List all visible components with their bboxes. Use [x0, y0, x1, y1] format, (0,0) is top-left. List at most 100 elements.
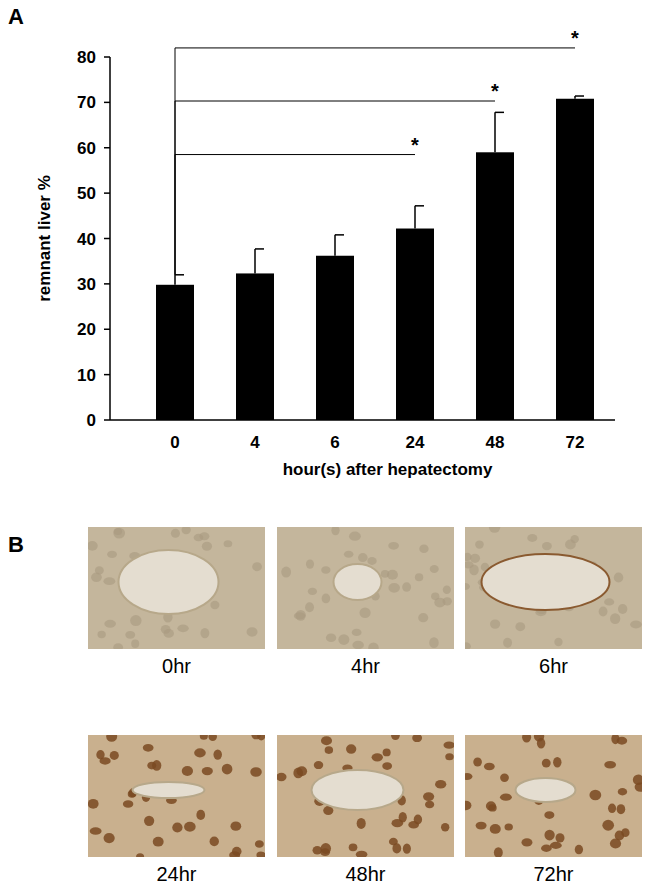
nucleus	[184, 822, 196, 832]
error-bar	[495, 112, 504, 152]
nucleus	[521, 838, 532, 846]
bracket-leg	[175, 48, 176, 275]
error-cap	[495, 112, 504, 114]
nucleus	[435, 780, 446, 789]
nucleus	[441, 823, 449, 831]
nucleus	[257, 735, 265, 740]
nucleus	[388, 542, 399, 550]
nucleus	[489, 527, 500, 533]
bar	[396, 229, 434, 420]
vessel-lumen	[334, 564, 382, 600]
panel-label: B	[8, 532, 24, 557]
micrograph-content	[88, 735, 265, 857]
nucleus	[608, 804, 616, 813]
micrograph-content	[465, 527, 642, 649]
tissue	[465, 527, 642, 649]
vessel-lumen	[516, 778, 576, 802]
panel-label: A	[8, 4, 24, 29]
nucleus	[177, 625, 188, 633]
x-tick-label: 0	[170, 433, 179, 452]
error-bar	[415, 206, 424, 229]
y-tick	[104, 192, 110, 194]
nucleus	[171, 529, 180, 538]
nucleus	[465, 642, 471, 649]
nucleus	[325, 746, 333, 754]
nucleus	[357, 818, 366, 829]
nucleus	[635, 782, 642, 791]
nucleus	[252, 562, 262, 571]
nucleus	[465, 583, 470, 590]
nucleus	[103, 577, 115, 585]
significance-bracket	[175, 101, 495, 275]
nucleus	[200, 735, 208, 740]
nucleus	[465, 561, 474, 568]
nucleus	[194, 748, 206, 757]
nucleus	[123, 800, 133, 807]
nucleus	[621, 828, 629, 837]
nucleus	[250, 767, 262, 777]
nucleus	[391, 735, 400, 740]
nucleus	[550, 842, 562, 849]
nucleus	[100, 757, 111, 765]
x-axis-title: hour(s) after hepatectomy	[283, 460, 493, 479]
significance-label: *	[411, 134, 419, 156]
nucleus	[349, 843, 358, 851]
nucleus	[106, 735, 117, 742]
nucleus	[164, 629, 174, 638]
nucleus	[131, 639, 139, 647]
nucleus	[147, 762, 156, 770]
nucleus	[403, 844, 411, 854]
error-cap	[415, 205, 424, 207]
nucleus	[604, 761, 616, 769]
nucleus	[144, 816, 154, 826]
nucleus	[553, 757, 561, 767]
nucleus	[544, 830, 554, 841]
nucleus	[182, 527, 191, 534]
nucleus	[555, 833, 564, 842]
nucleus	[610, 838, 621, 848]
nucleus	[182, 766, 193, 776]
nucleus	[222, 764, 233, 775]
nucleus	[202, 767, 213, 775]
nucleus	[143, 744, 154, 752]
nucleus	[412, 735, 422, 742]
nucleus	[575, 845, 583, 855]
tissue	[277, 527, 454, 649]
nucleus	[614, 572, 624, 582]
bracket-line	[175, 47, 575, 48]
nucleus	[391, 819, 403, 827]
y-tick-label: 40	[77, 230, 96, 249]
error-stem	[174, 275, 176, 285]
nucleus	[630, 620, 642, 628]
nucleus	[368, 643, 379, 649]
micrograph	[460, 731, 646, 858]
y-tick-label: 50	[77, 184, 96, 203]
nucleus	[443, 597, 452, 605]
vessel-lumen	[119, 550, 219, 614]
nucleus	[534, 735, 544, 742]
nucleus	[321, 566, 330, 574]
bar	[316, 256, 354, 420]
nucleus	[419, 544, 428, 553]
micrograph	[460, 522, 642, 650]
nucleus	[504, 824, 512, 831]
nucleus	[88, 799, 99, 809]
nucleus	[490, 824, 501, 834]
nucleus	[602, 820, 614, 831]
error-bar	[335, 235, 344, 256]
significance-label: *	[491, 80, 499, 102]
nucleus	[97, 631, 105, 638]
nucleus	[372, 753, 383, 761]
nucleus	[522, 735, 531, 742]
nucleus	[255, 840, 264, 848]
nucleus	[490, 619, 500, 628]
nucleus	[107, 551, 117, 558]
micrograph-label: 72hr	[533, 863, 573, 885]
nucleus	[599, 607, 608, 617]
nucleus	[308, 588, 317, 595]
micrograph	[88, 731, 266, 861]
error-cap	[175, 274, 184, 276]
x-tick-label: 72	[566, 433, 585, 452]
nucleus	[500, 794, 512, 801]
micrograph-label: 0hr	[162, 655, 191, 677]
